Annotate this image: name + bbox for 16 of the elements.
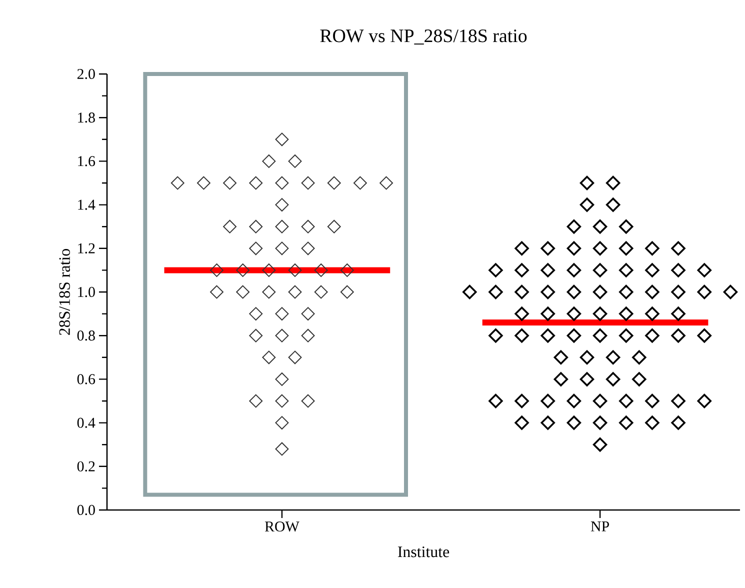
y-tick-label: 0.2	[77, 461, 95, 472]
chart-title: ROW vs NP_28S/18S ratio	[320, 29, 527, 44]
y-tick-label: 0.0	[77, 504, 95, 516]
x-tick-label: ROW	[264, 522, 300, 532]
y-tick-label: 1.4	[78, 200, 96, 210]
y-tick-label: 0.8	[77, 330, 95, 341]
y-tick-label: 1.6	[78, 156, 96, 166]
x-axis-title: Institute	[398, 546, 450, 558]
y-axis-title: 28S/18S ratio	[59, 248, 70, 335]
x-tick-label: NP	[590, 522, 609, 532]
y-tick-label: 1.8	[78, 112, 95, 123]
y-tick-label: 0.4	[77, 418, 96, 428]
y-tick-label: 1.2	[78, 243, 95, 254]
y-tick-label: 0.6	[77, 374, 96, 384]
y-tick-label: 2.0	[77, 68, 95, 80]
y-tick-label: 1.0	[78, 286, 95, 298]
